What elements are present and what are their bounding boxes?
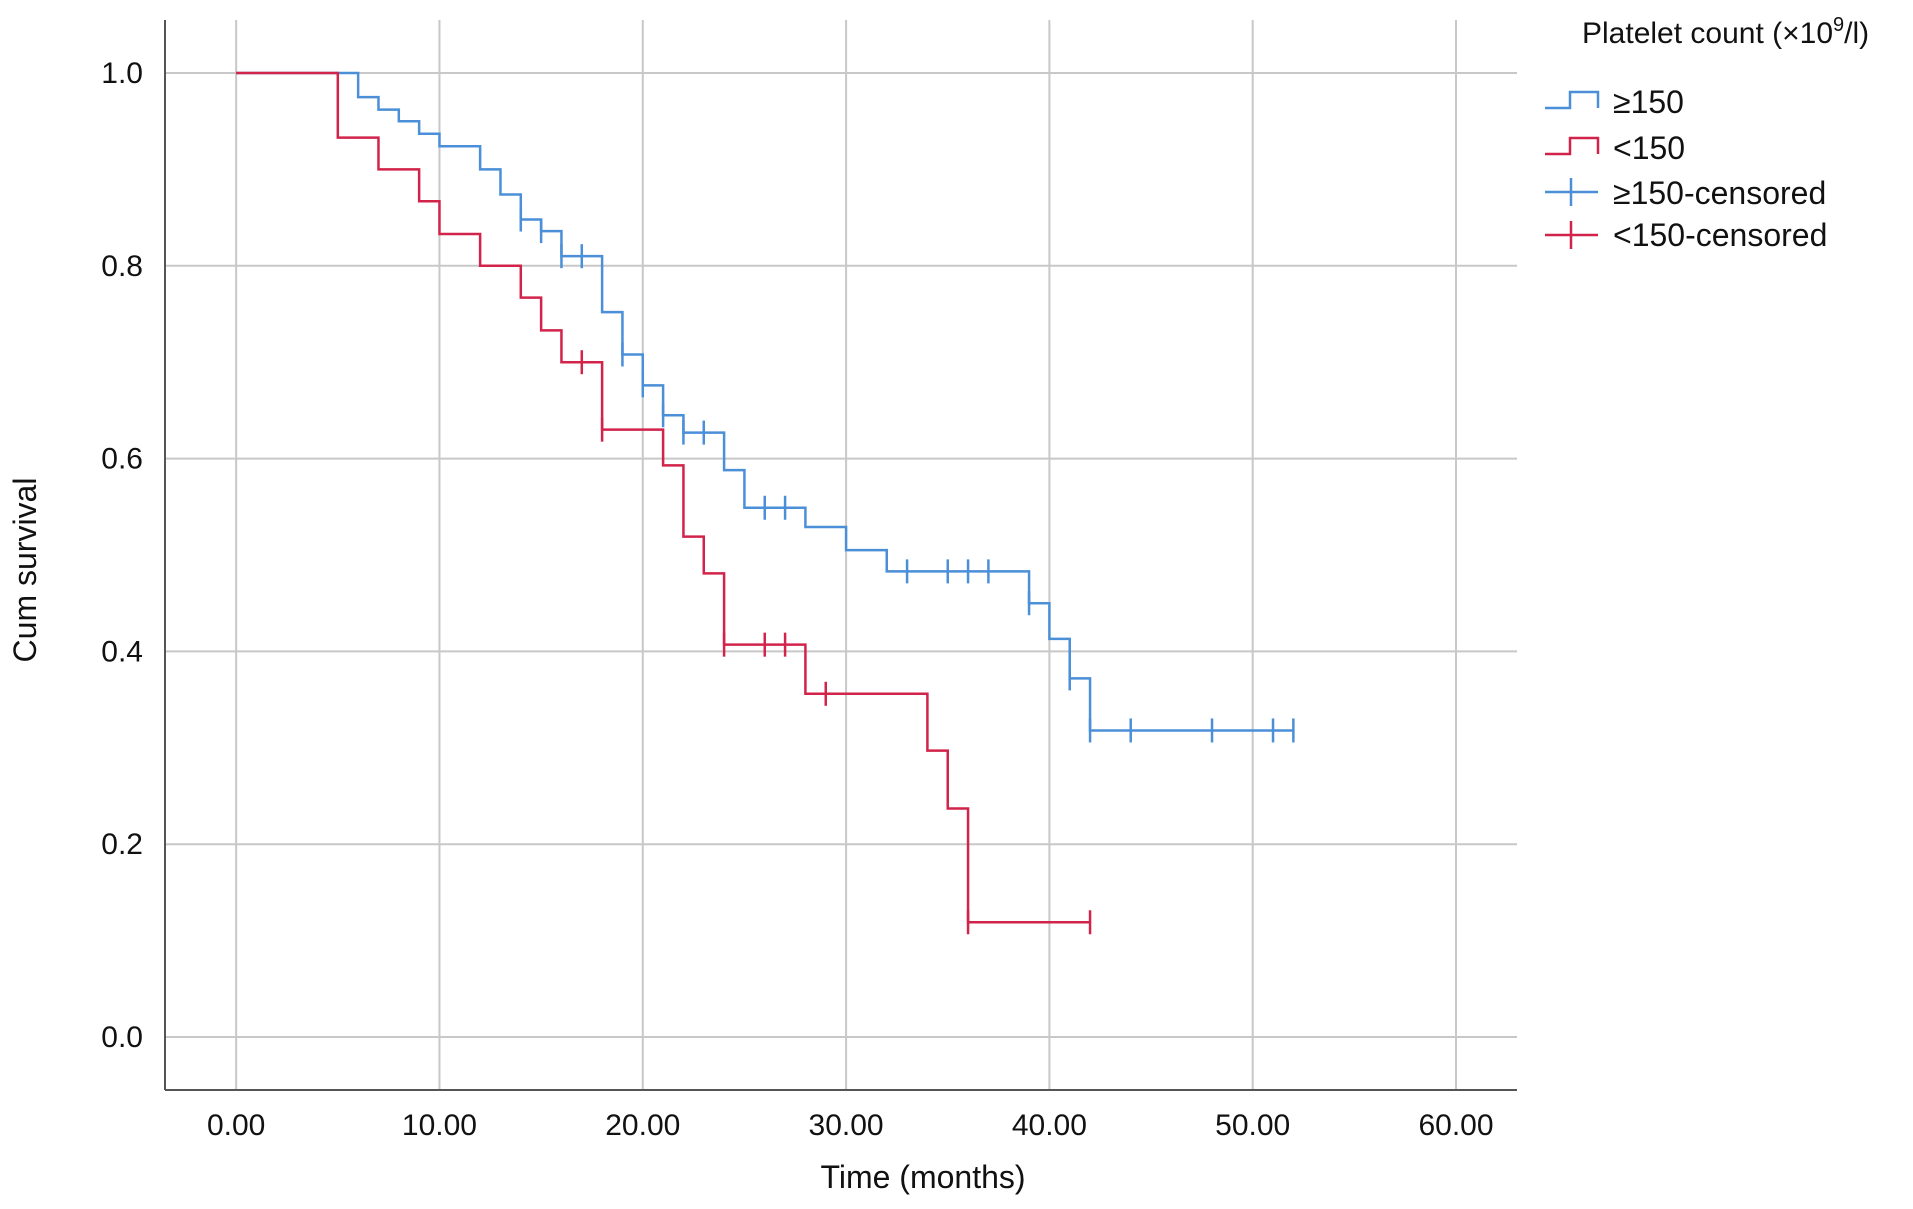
legend-swatch-ge150 — [1545, 90, 1600, 110]
tick-labels: 0.00 10.00 20.00 30.00 40.00 50.00 60.00 0.0 0.2… — [101, 57, 1493, 1142]
x-tick-label: 40.00 — [1012, 1109, 1087, 1142]
legend-label-lt150-censored: <150-censored — [1613, 217, 1827, 253]
x-tick-label: 30.00 — [809, 1109, 884, 1142]
legend-title-text: Platelet count (×10 — [1582, 17, 1833, 50]
plot-area — [236, 71, 1295, 935]
x-axis-title: Time (months) — [820, 1159, 1025, 1195]
x-tick-label: 10.00 — [402, 1109, 477, 1142]
x-tick-label: 60.00 — [1418, 1109, 1493, 1142]
legend-title: Platelet count (×109/l) — [1582, 14, 1869, 50]
legend-title-superscript: 9 — [1833, 14, 1844, 36]
y-tick-label: 0.6 — [101, 443, 143, 476]
y-tick-label: 0.0 — [101, 1021, 143, 1054]
x-tick-label: 0.00 — [207, 1109, 265, 1142]
legend: Platelet count (×109/l) ≥150 <150 ≥150-c… — [1545, 14, 1869, 253]
y-axis-title: Cum survival — [7, 478, 43, 663]
y-tick-label: 0.4 — [101, 635, 143, 668]
y-tick-label: 0.2 — [101, 828, 143, 861]
legend-label-lt150: <150 — [1613, 130, 1685, 166]
axes — [164, 20, 1517, 1091]
y-tick-label: 0.8 — [101, 250, 143, 283]
survival-curve-ge150 — [236, 71, 1294, 732]
legend-label-ge150: ≥150 — [1613, 84, 1684, 120]
x-tick-label: 20.00 — [605, 1109, 680, 1142]
legend-swatch-lt150 — [1545, 136, 1600, 156]
legend-label-ge150-censored: ≥150-censored — [1613, 175, 1826, 211]
legend-title-tail: /l) — [1844, 17, 1869, 50]
y-tick-label: 1.0 — [101, 57, 143, 90]
grid-lines — [165, 20, 1517, 1090]
x-tick-label: 50.00 — [1215, 1109, 1290, 1142]
survival-curve-lt150 — [236, 71, 1091, 924]
